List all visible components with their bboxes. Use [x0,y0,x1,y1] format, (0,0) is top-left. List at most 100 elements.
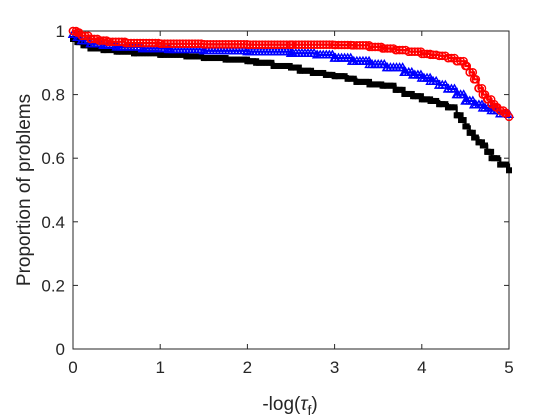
data-point-square [140,50,147,57]
series-triangle [67,28,515,119]
data-point-square [237,56,244,63]
data-point-circle [160,39,169,49]
data-point-circle [428,50,438,60]
data-point-triangle [242,46,253,56]
data-point-square [121,48,128,55]
data-point-square [405,90,412,97]
data-point-circle [248,40,258,49]
data-point-square [418,96,425,103]
x-axis-label: -log(τf) [262,394,317,418]
series-circle [68,26,514,122]
data-point-square [80,42,87,49]
data-point-circle [434,51,444,61]
data-point-triangle [468,99,480,109]
data-point-square [231,56,238,63]
axes-box [72,30,510,350]
data-point-square [222,56,229,63]
data-point-square [216,55,223,62]
data-point-triangle [477,102,489,112]
data-point-square [253,59,260,66]
data-point-circle [482,95,492,104]
data-point-circle [224,40,233,49]
data-point-circle [257,40,267,49]
data-point-square [100,47,107,54]
data-point-square [494,155,501,162]
data-point-square [444,104,451,111]
data-point-square [189,53,196,60]
data-point-circle [373,42,383,52]
data-point-square [204,55,211,62]
data-point-triangle [198,45,210,55]
data-point-square [314,69,321,76]
data-point-circle [175,39,185,49]
data-point-circle [212,40,221,49]
data-point-triangle [458,89,469,99]
data-point-circle [260,40,270,49]
data-point-square [372,81,379,88]
data-point-square [124,48,131,55]
y-tick-label: 0 [56,340,65,359]
x-axis-label-tau: τ [300,394,309,415]
data-point-square [280,62,287,69]
data-point-square [387,82,394,89]
series-layer [67,26,515,174]
data-point-circle [452,56,461,66]
data-point-circle [227,40,237,49]
data-point-square [427,97,434,104]
data-point-circle [300,40,310,49]
data-point-square [305,67,312,74]
data-point-square [244,58,251,65]
data-point-triangle [346,55,358,65]
data-point-circle [404,47,414,56]
data-point-circle [86,34,95,44]
data-point-triangle [415,69,427,79]
data-point-square [91,45,98,52]
data-point-circle [172,39,182,49]
data-point-square [506,167,512,174]
data-point-square [103,47,110,54]
data-point-circle [254,40,264,49]
data-point-square [213,55,220,62]
data-point-circle [239,40,249,49]
data-point-square [331,73,338,80]
data-point-triangle [85,38,96,48]
data-point-circle [90,34,99,44]
data-point-square [479,142,486,149]
data-point-square [488,155,495,162]
data-point-square [176,51,183,58]
data-point-circle [144,38,154,48]
data-point-circle [135,38,145,48]
data-point-square [250,58,257,65]
data-point-square [424,96,431,103]
data-point-square [265,59,272,66]
data-point-triangle [363,55,375,65]
data-point-circle [465,68,475,77]
x-tick-label: 4 [417,358,426,377]
data-point-square [466,129,473,136]
data-point-triangle [424,72,436,82]
data-point-circle [273,40,282,49]
data-point-circle [230,40,240,49]
data-point-circle [155,39,165,49]
data-point-circle [306,40,316,49]
data-point-triangle [399,66,410,77]
data-point-circle [215,40,224,49]
data-point-circle [132,38,142,48]
data-point-square [225,56,232,63]
data-point-circle [126,38,136,48]
data-point-square [94,45,101,52]
data-point-square [274,62,281,69]
data-point-square [295,64,302,71]
data-point-circle [315,40,325,49]
data-point-circle [181,39,191,49]
data-point-triangle [163,44,175,54]
data-point-square [458,117,465,124]
data-point-circle [184,39,194,49]
data-point-square [256,59,263,66]
data-point-square [453,112,460,119]
data-point-square [143,50,150,57]
y-tick-label: 0.8 [41,86,65,105]
data-point-circle [312,40,322,49]
data-point-circle [151,38,160,48]
